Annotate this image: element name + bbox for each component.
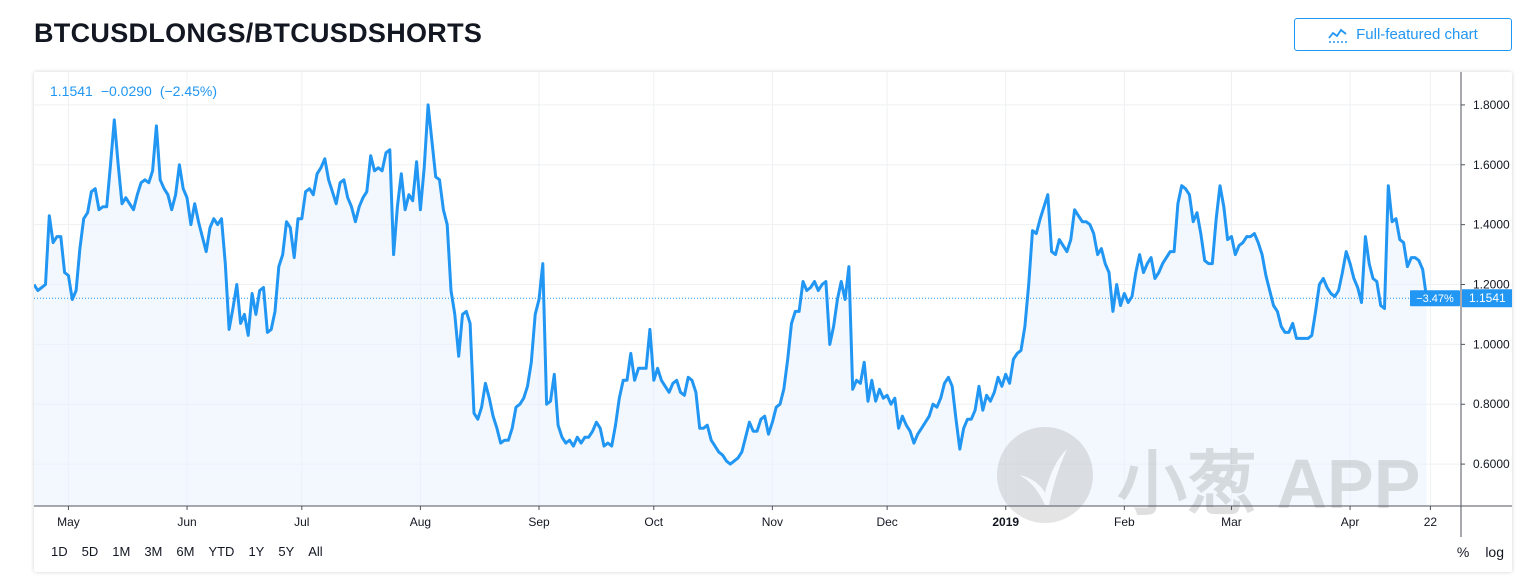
price-legend: 1.1541 −0.0290 (−2.45%) <box>50 83 225 99</box>
range-5y[interactable]: 5Y <box>278 544 295 559</box>
y-tick-label: 1.6000 <box>1473 158 1510 172</box>
x-tick-label: Mar <box>1221 515 1242 529</box>
x-tick-label: 22 <box>1424 515 1438 529</box>
full-featured-chart-label: Full-featured chart <box>1356 26 1478 43</box>
series-line <box>34 103 1429 466</box>
x-tick-label: Jul <box>294 515 309 529</box>
pct-change-badge-label: −3.47% <box>1416 293 1454 305</box>
percent-scale-toggle[interactable]: % <box>1456 544 1470 560</box>
series-area <box>34 104 1427 507</box>
x-tick-label: Dec <box>876 515 897 529</box>
range-3m[interactable]: 3M <box>144 544 163 559</box>
last-value-badges: −3.47% 1.1541 <box>1410 289 1512 308</box>
x-tick-label: Nov <box>762 515 783 529</box>
range-5d[interactable]: 5D <box>81 544 99 559</box>
y-tick-label: 1.8000 <box>1473 98 1510 112</box>
range-1y[interactable]: 1Y <box>248 544 265 559</box>
range-1d[interactable]: 1D <box>51 544 68 559</box>
x-tick-label: Sep <box>528 515 550 529</box>
legend-change-pct: (−2.45%) <box>159 83 218 99</box>
x-axis-labels: May Jun Jul Aug Sep Oct Nov Dec 2019 Feb Mar Apr 22 <box>57 506 1437 529</box>
range-selector: 1D 5D 1M 3M 6M YTD 1Y 5Y All <box>44 544 330 559</box>
y-tick-label: 1.0000 <box>1473 337 1510 351</box>
x-tick-label: 2019 <box>992 515 1019 529</box>
x-tick-label: Aug <box>410 515 431 529</box>
series-line-path <box>34 103 1429 466</box>
page-title: BTCUSDLONGS/BTCUSDSHORTS <box>34 18 483 48</box>
scale-controls: % log <box>1457 544 1504 560</box>
last-value-badge-label: 1.1541 <box>1469 291 1506 305</box>
pct-change-badge <box>1410 290 1460 307</box>
x-tick-label: Jun <box>177 515 196 529</box>
log-scale-toggle[interactable]: log <box>1485 544 1504 560</box>
legend-value: 1.1541 <box>50 83 93 99</box>
last-value-badge <box>1462 289 1512 308</box>
watermark-text: 小葱 APP <box>1117 445 1421 523</box>
x-tick-label: Oct <box>644 515 663 529</box>
series-area-fill <box>34 104 1427 507</box>
range-ytd[interactable]: YTD <box>208 544 235 559</box>
y-tick-label: 0.6000 <box>1473 457 1510 471</box>
watermark-logo-icon <box>997 427 1093 523</box>
chart-canvas[interactable]: 1.8000 1.6000 1.4000 1.2000 1.0000 0.8000 0.60… <box>34 72 1512 572</box>
y-axis-labels: 1.8000 1.6000 1.4000 1.2000 1.0000 0.8000 0.60… <box>1461 98 1510 471</box>
x-tick-label: May <box>57 515 80 529</box>
axes <box>34 72 1512 537</box>
range-1m[interactable]: 1M <box>112 544 131 559</box>
y-tick-label: 1.2000 <box>1473 278 1510 292</box>
x-tick-label: Apr <box>1341 515 1360 529</box>
y-tick-label: 1.4000 <box>1473 218 1510 232</box>
chart-card[interactable]: 1.8000 1.6000 1.4000 1.2000 1.0000 0.8000 0.60… <box>34 72 1512 572</box>
legend-change: −0.0290 <box>100 83 152 99</box>
range-all[interactable]: All <box>308 544 323 559</box>
full-featured-chart-button[interactable]: Full-featured chart <box>1294 18 1512 51</box>
chart-trend-icon <box>1328 27 1348 43</box>
x-tick-label: Feb <box>1114 515 1135 529</box>
range-6m[interactable]: 6M <box>176 544 195 559</box>
watermark: 小葱 APP <box>997 424 1437 524</box>
y-tick-label: 0.8000 <box>1473 397 1510 411</box>
